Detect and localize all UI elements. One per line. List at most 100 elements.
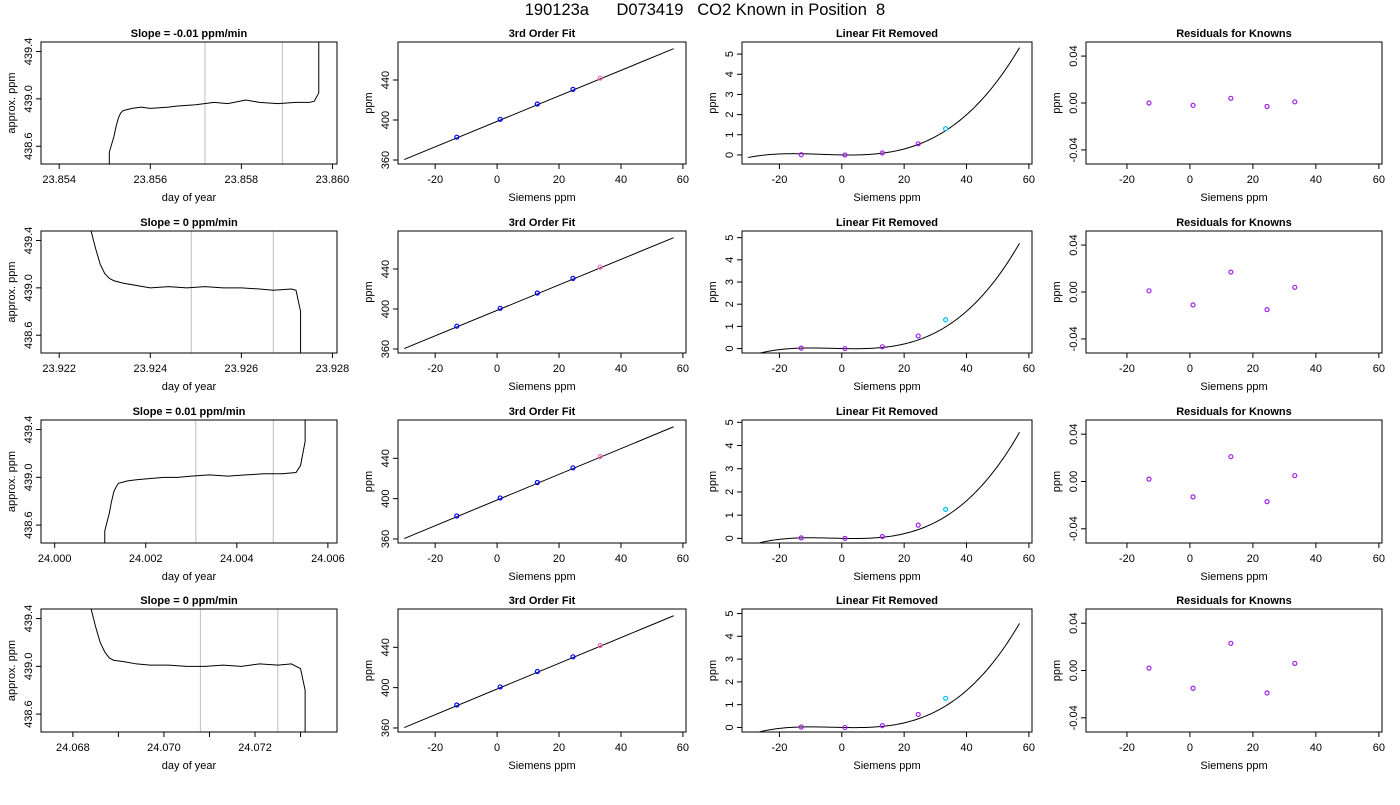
y-tick-label: 360: [380, 719, 392, 737]
plot-area: [1146, 640, 1298, 696]
plot-area: [748, 47, 1020, 159]
data-point-1: [798, 345, 804, 351]
y-axis-label: ppm: [707, 92, 719, 113]
data-point-1: [454, 513, 460, 519]
x-tick-label: -20: [1119, 174, 1135, 186]
y-tick-label: 439.4: [23, 416, 35, 444]
y-tick-label: 400: [380, 300, 392, 318]
x-axis-label: Siemens ppm: [508, 192, 575, 204]
data-point-4: [915, 711, 921, 718]
data-point-5: [1292, 472, 1298, 479]
fit-curve: [756, 623, 1020, 732]
data-point-5: [597, 642, 603, 649]
y-tick-label: 439.4: [23, 38, 35, 66]
plot-frame: [40, 230, 338, 354]
panel-title: Linear Fit Removed: [836, 595, 938, 607]
x-tick-label: 60: [1373, 174, 1385, 186]
x-tick-label: 40: [960, 553, 972, 565]
x-tick-label: -20: [427, 742, 443, 754]
data-point-4: [915, 522, 921, 528]
data-point-2: [497, 116, 503, 122]
data-point-2: [842, 152, 848, 158]
x-tick-label: 24.002: [129, 553, 163, 565]
y-tick-label: 400: [380, 489, 392, 507]
x-tick-label: 0: [1187, 553, 1193, 565]
x-tick-label: 0: [839, 174, 845, 186]
x-tick-label: 60: [1023, 363, 1035, 375]
y-tick-label: 1: [724, 132, 736, 138]
x-tick-label: 24.072: [238, 742, 272, 754]
x-tick-label: 60: [677, 363, 689, 375]
data-point-3: [879, 344, 885, 350]
x-tick-label: 40: [960, 174, 972, 186]
data-point-4: [1264, 306, 1270, 313]
panel-row2-col2: 3rd Order Fit -20 0 20 40 60 360 400 440 Siemens …: [363, 217, 689, 393]
data-point-2: [1190, 102, 1196, 108]
y-tick-label: 5: [724, 51, 736, 57]
series-line-1: [108, 42, 320, 164]
panel-title: 3rd Order Fit: [509, 406, 576, 418]
plot-area: [758, 242, 1020, 353]
x-axis-label: Siemens ppm: [1200, 192, 1267, 204]
data-point-1: [1146, 100, 1152, 106]
y-tick-label: 0.04: [1068, 234, 1080, 255]
fit-curve: [748, 47, 1020, 159]
data-point-3: [1228, 640, 1234, 646]
y-tick-label: 0.00: [1068, 471, 1080, 492]
x-tick-label: 23.928: [316, 363, 350, 375]
panel-row4-col1: Slope = 0 ppm/min 24.068 24.070 24.072 438.6…: [6, 595, 338, 772]
data-point-5: [1292, 284, 1298, 290]
x-tick-label: 40: [615, 363, 627, 375]
y-tick-label: 0.04: [1068, 45, 1080, 66]
plot-area: [756, 623, 1020, 732]
y-axis-label: approx. ppm: [6, 451, 18, 512]
panel-title: Residuals for Knowns: [1176, 28, 1292, 40]
panel-title: Linear Fit Removed: [836, 28, 938, 40]
data-point-1: [798, 152, 804, 158]
x-tick-label: 60: [1373, 363, 1385, 375]
y-tick-label: 439.4: [23, 605, 35, 633]
data-point-2: [1190, 494, 1196, 500]
y-tick-label: 5: [724, 235, 736, 241]
x-tick-label: 0: [839, 363, 845, 375]
x-tick-label: 40: [1310, 742, 1322, 754]
y-axis-label: approx. ppm: [6, 72, 18, 133]
data-point-4: [570, 465, 576, 471]
x-axis-label: Siemens ppm: [853, 760, 920, 772]
data-point-4: [570, 275, 576, 281]
x-tick-label: 0: [494, 742, 500, 754]
x-tick-label: -20: [771, 742, 787, 754]
data-point-1: [1146, 476, 1152, 482]
y-axis-label: ppm: [1051, 281, 1063, 302]
y-tick-label: 2: [724, 301, 736, 307]
data-point-3: [534, 668, 540, 675]
y-tick-label: 0: [724, 346, 736, 352]
x-axis-label: Siemens ppm: [853, 571, 920, 583]
data-point-3: [534, 101, 540, 107]
y-tick-label: 2: [724, 679, 736, 685]
y-axis-label: ppm: [1051, 471, 1063, 492]
y-tick-label: 1: [724, 323, 736, 329]
x-axis-label: Siemens ppm: [853, 192, 920, 204]
x-tick-label: 40: [615, 742, 627, 754]
y-axis-label: ppm: [707, 281, 719, 302]
figure-title: 190123a D073419 CO2 Known in Position 8: [524, 1, 886, 19]
x-tick-label: 23.860: [316, 174, 350, 186]
data-point-2: [497, 495, 503, 501]
x-tick-label: -20: [427, 363, 443, 375]
panel-row3-col3: Linear Fit Removed -20 0 20 40 60 0 1 2 3 4 5 Siemen…: [707, 406, 1035, 583]
y-tick-label: 3: [724, 656, 736, 662]
plot-frame: [741, 41, 1033, 165]
y-tick-label: 0.00: [1068, 281, 1080, 302]
data-point-5: [1292, 660, 1298, 667]
y-tick-label: -0.04: [1068, 326, 1080, 351]
panel-title: Slope = -0.01 ppm/min: [131, 28, 248, 40]
x-tick-label: 60: [677, 742, 689, 754]
x-tick-label: 20: [1247, 363, 1259, 375]
y-tick-label: 439.0: [23, 85, 35, 113]
data-point-3: [879, 723, 885, 729]
fit-curve: [756, 432, 1020, 543]
y-tick-label: 0.04: [1068, 612, 1080, 633]
data-point-1: [454, 702, 460, 708]
